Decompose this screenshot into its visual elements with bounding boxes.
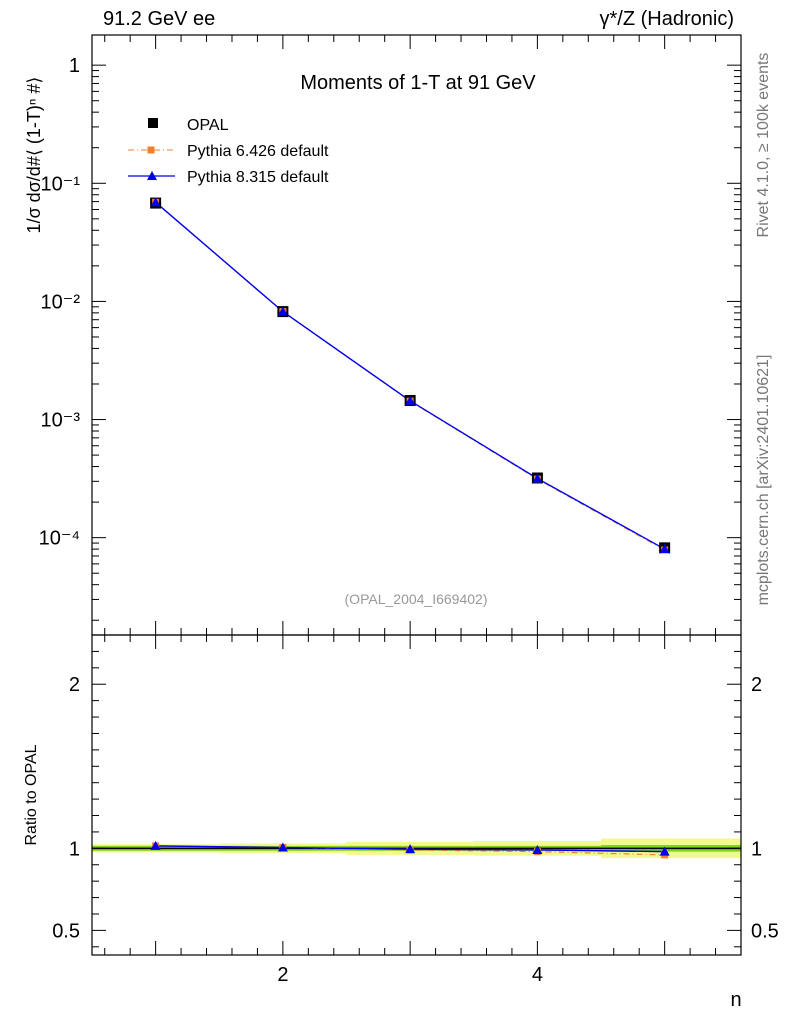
main-y-tick-labels: 1 10⁻¹ 10⁻² 10⁻³ 10⁻⁴ (39, 55, 81, 550)
ratio-y-tick-label-left: 0.5 (52, 920, 80, 942)
ratio-y-tick-label-left: 2 (69, 674, 80, 696)
process-label-right: γ*/Z (Hadronic) (599, 8, 734, 30)
legend-marker-opal (148, 118, 158, 128)
ratio-frame (91, 634, 742, 956)
y-tick-label: 10⁻³ (41, 410, 81, 432)
y-tick-label: 1 (69, 55, 80, 77)
main-y-axis-label: 1/σ dσ/d#⟨ (1-T)ⁿ #⟩ (24, 77, 44, 234)
ratio-pythia8-point (405, 844, 416, 854)
y-tick-label: 10⁻¹ (41, 173, 81, 195)
ratio-tick-labels: 0.5 0.5 1 1 2 2 2 4 (52, 674, 779, 986)
ratio-y-tick-label-left: 1 (69, 838, 80, 860)
legend-label-opal: OPAL (187, 117, 229, 134)
x-tick-label: 2 (277, 964, 288, 986)
ratio-uncertainty-bands (92, 838, 741, 859)
legend-marker-pythia8 (147, 171, 157, 180)
ratio-y-axis-label: Ratio to OPAL (23, 744, 40, 845)
main-series-layer (150, 197, 671, 554)
pythia8-data-point (659, 544, 670, 554)
pythia8-data-point (277, 306, 288, 316)
process-label-left: 91.2 GeV ee (103, 8, 216, 30)
ratio-pythia8-point (532, 844, 543, 854)
pythia6-series-line (155, 201, 665, 551)
ratio-pythia8-point (150, 840, 161, 850)
ratio-pythia8-point (659, 846, 670, 856)
legend-marker-pythia6 (147, 146, 155, 154)
chart-title: Moments of 1-T at 91 GeV (300, 72, 536, 94)
ratio-y-tick-label-right: 0.5 (751, 920, 779, 942)
pythia8-data-point (150, 197, 161, 207)
y-tick-label: 10⁻⁴ (39, 528, 80, 550)
pythia8-series-line (155, 201, 665, 550)
x-tick-label: 4 (532, 964, 543, 986)
pythia8-data-point (405, 395, 416, 405)
analysis-annotation: (OPAL_2004_I669402) (345, 591, 488, 607)
main-axis-ticks (92, 35, 742, 635)
pythia8-data-point (532, 473, 543, 483)
x-axis-label: n (730, 989, 741, 1011)
ratio-plot-panel: 0.5 0.5 1 1 2 2 2 4 Ratio to OPAL n (23, 634, 779, 1011)
y-tick-label: 10⁻² (41, 291, 81, 313)
main-plot-panel: 1 10⁻¹ 10⁻² 10⁻³ 10⁻⁴ Moments of 1-T at 91 G… (24, 34, 742, 636)
ratio-pythia8-point (277, 842, 288, 852)
legend-label-pythia8: Pythia 8.315 default (187, 169, 329, 186)
legend-label-pythia6: Pythia 6.426 default (187, 143, 329, 160)
ratio-y-tick-label-right: 2 (751, 674, 762, 696)
ratio-series-layer (150, 840, 670, 859)
ratio-axis-ticks (92, 635, 742, 955)
ratio-y-tick-label-right: 1 (751, 838, 762, 860)
legend: OPAL Pythia 6.426 default Pythia 8.315 d… (128, 117, 329, 186)
